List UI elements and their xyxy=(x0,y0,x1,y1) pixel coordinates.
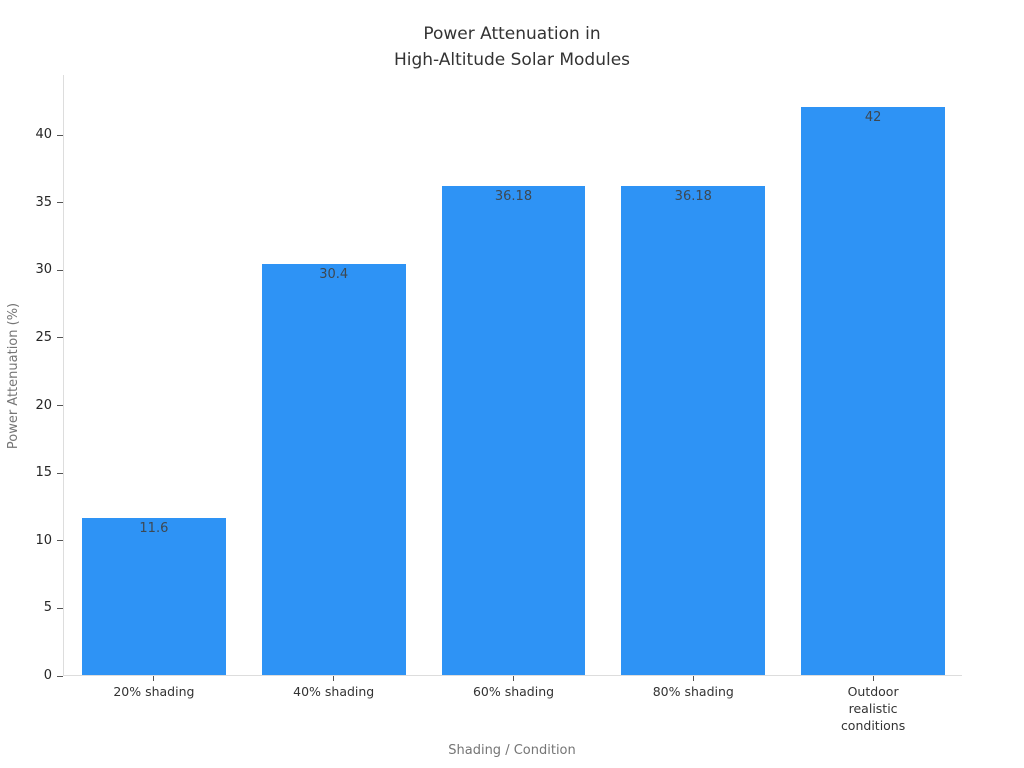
bar-value-label: 30.4 xyxy=(319,266,349,282)
bar-value-label: 36.18 xyxy=(674,188,712,204)
bar-4: 36.18 xyxy=(621,185,766,675)
y-axis-tick-mark xyxy=(57,269,63,271)
x-axis-tick-label: 80% shading xyxy=(652,684,734,699)
x-axis-tick-label: Outdoor realistic conditions xyxy=(840,684,906,733)
x-axis-title: Shading / Condition xyxy=(448,743,576,758)
y-axis-tick-label: 35 xyxy=(35,194,52,210)
bar-5: 42 xyxy=(801,107,945,675)
y-axis-tick-mark xyxy=(57,607,63,609)
y-axis-tick-label: 20 xyxy=(35,397,52,413)
y-axis-tick-label: 5 xyxy=(43,600,52,616)
x-axis-tick-mark xyxy=(333,676,335,681)
y-axis-tick-mark xyxy=(57,540,63,542)
y-axis-tick-label: 10 xyxy=(35,532,52,548)
bar-value-label: 36.18 xyxy=(494,188,533,204)
y-axis-title: Power Attenuation (%) xyxy=(6,302,21,450)
y-axis-tick-mark xyxy=(57,472,63,474)
x-axis-tick-label: 20% shading xyxy=(113,684,195,699)
y-axis-tick-label: 0 xyxy=(43,668,52,683)
y-axis-tick-label: 25 xyxy=(35,329,52,345)
x-axis-tick-label: 60% shading xyxy=(472,684,555,699)
x-axis-tick-mark xyxy=(153,676,155,681)
y-axis-tick-label: 40 xyxy=(35,127,52,143)
x-axis-tick-label: 40% shading xyxy=(293,684,375,699)
y-axis-tick-label: 15 xyxy=(35,465,52,481)
plot-area: 0 5 10 15 20 25 30 35 40 11.6 20% shading 30.4 40% s… xyxy=(35,75,962,733)
x-axis-tick-mark xyxy=(872,676,874,681)
y-axis-tick-mark xyxy=(57,134,63,136)
bar-value-label: 42 xyxy=(864,110,882,125)
y-axis-tick-mark xyxy=(57,405,63,407)
bar-1: 11.6 xyxy=(81,518,226,675)
y-axis-tick-label: 30 xyxy=(35,262,52,278)
x-axis-tick-mark xyxy=(692,676,694,681)
bar-3: 36.18 xyxy=(441,185,586,675)
bar-2: 30.4 xyxy=(261,263,406,675)
y-axis-tick-mark xyxy=(57,202,63,204)
y-axis-tick-mark xyxy=(57,337,63,339)
chart-title: Power Attenuation in High-Altitude Solar… xyxy=(393,24,631,70)
x-axis-tick-mark xyxy=(513,676,514,681)
y-axis-tick-mark xyxy=(57,675,63,677)
bar-value-label: 11.6 xyxy=(139,521,169,537)
